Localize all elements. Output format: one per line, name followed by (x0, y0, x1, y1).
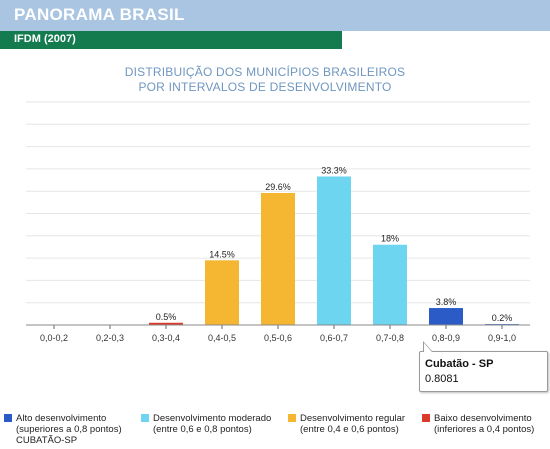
bar-0,7-0,8 (373, 244, 407, 325)
legend-desc-moderado: (entre 0,6 e 0,8 pontos) (153, 424, 252, 435)
tooltip-value: 0.8081 (425, 373, 459, 385)
bar-0,8-0,9 (429, 308, 463, 325)
selected-city-label: CUBATÃO-SP (16, 435, 78, 446)
page-title: PANORAMA BRASIL (14, 5, 185, 24)
legend-swatch-moderado (141, 414, 149, 422)
chart-title-line-1: DISTRIBUIÇÃO DOS MUNICÍPIOS BRASILEIROS (124, 65, 406, 79)
header-bar: PANORAMA BRASIL (0, 0, 550, 31)
legend-desc-alto: (superiores a 0,8 pontos) (16, 424, 122, 435)
data-label-0,3-0,4: 0.5% (156, 312, 177, 322)
chart-title-line-2: POR INTERVALOS DE DESENVOLVIMENTO (138, 80, 392, 94)
x-tick-label-0,5-0,6: 0,5-0,6 (264, 333, 292, 343)
legend-name-alto: Alto desenvolvimento (16, 413, 107, 424)
legend-swatch-regular (288, 414, 296, 422)
x-tick-label-0,9-1,0: 0,9-1,0 (488, 333, 516, 343)
legend-swatch-baixo (422, 414, 430, 422)
legend-name-baixo: Baixo desenvolvimento (434, 413, 532, 424)
x-tick-label-0,4-0,5: 0,4-0,5 (208, 333, 236, 343)
legend-desc-baixo: (inferiores a 0,4 pontos) (434, 424, 535, 435)
data-label-0,4-0,5: 14.5% (209, 249, 235, 259)
bar-0,3-0,4 (149, 322, 183, 325)
x-tick-label-0,7-0,8: 0,7-0,8 (376, 333, 404, 343)
x-tick-label-0,0-0,2: 0,0-0,2 (40, 333, 68, 343)
tooltip-city: Cubatão - SP (425, 358, 494, 370)
tooltip: Cubatão - SP 0.8081 (419, 351, 548, 392)
x-tick-label-0,6-0,7: 0,6-0,7 (320, 333, 348, 343)
section-bar: IFDM (2007) (0, 31, 342, 49)
bar-0,4-0,5 (205, 260, 239, 325)
chart-title: DISTRIBUIÇÃO DOS MUNICÍPIOS BRASILEIROS … (0, 65, 530, 95)
data-label-0,7-0,8: 18% (381, 234, 399, 244)
data-label-0,5-0,6: 29.6% (265, 182, 291, 192)
section-label: IFDM (2007) (14, 33, 76, 45)
legend-desc-regular: (entre 0,4 e 0,6 pontos) (300, 424, 399, 435)
data-label-0,9-1,0: 0.2% (492, 313, 513, 323)
data-label-0,8-0,9: 3.8% (436, 297, 457, 307)
legend-name-moderado: Desenvolvimento moderado (153, 413, 272, 424)
legend-name-regular: Desenvolvimento regular (300, 413, 406, 424)
legend-swatch-alto (4, 414, 12, 422)
x-tick-label-0,3-0,4: 0,3-0,4 (152, 333, 180, 343)
data-label-0,6-0,7: 33.3% (321, 165, 347, 175)
x-tick-label-0,2-0,3: 0,2-0,3 (96, 333, 124, 343)
bar-0,6-0,7 (317, 176, 351, 325)
bar-0,5-0,6 (261, 192, 295, 325)
x-tick-label-0,8-0,9: 0,8-0,9 (432, 333, 460, 343)
tooltip-pointer-fill (424, 343, 432, 352)
